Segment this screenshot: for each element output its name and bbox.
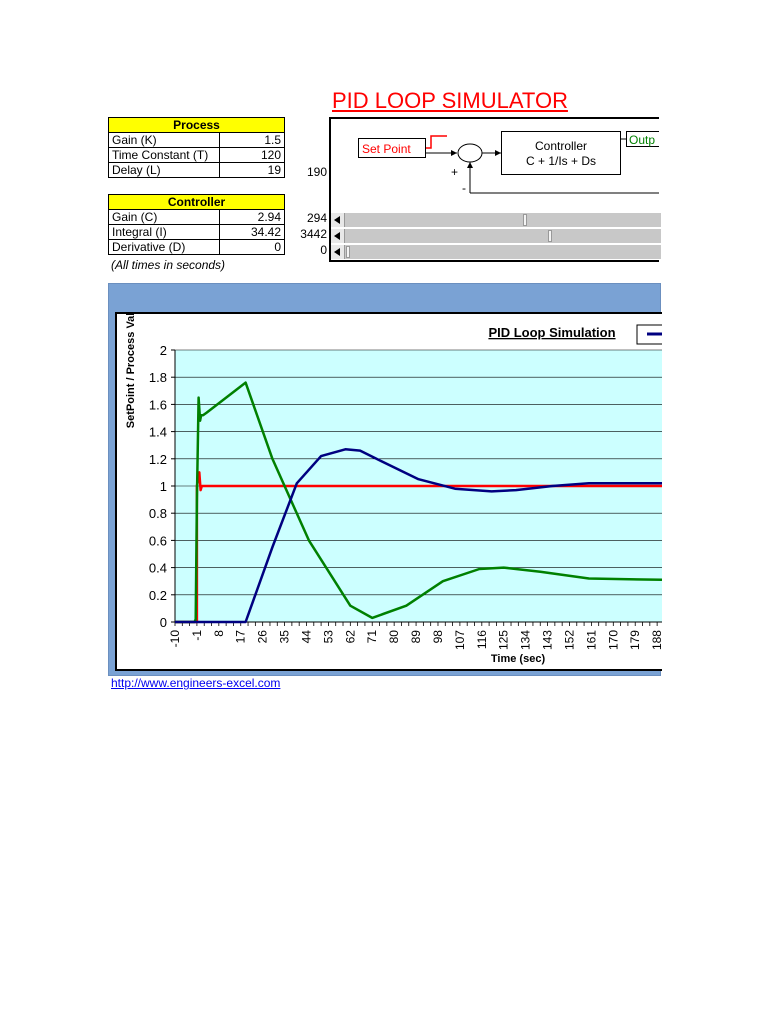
x-tick-label: 62	[343, 630, 357, 644]
x-tick-label: -10	[168, 630, 182, 648]
controller-gain-label: Gain (C)	[108, 209, 220, 225]
y-tick-label: 0.4	[149, 561, 167, 576]
process-table: Process Gain (K) 1.5 Time Constant (T) 1…	[108, 117, 285, 178]
diagram-lines	[426, 135, 659, 194]
x-tick-label: 98	[431, 630, 445, 644]
pid-chart: 0 0.2 0.4 0.6 0.8 1 1.2 1.4 1.6 1.8 2 -10 -1 8 17 26 35 4…	[125, 314, 662, 665]
scroll-left-arrow-icon[interactable]	[331, 245, 345, 259]
process-delay-value[interactable]: 19	[219, 162, 285, 178]
website-link[interactable]: http://www.engineers-excel.com	[111, 676, 281, 690]
slider-thumb[interactable]	[548, 230, 553, 242]
controller-block: Controller C + 1/Is + Ds	[501, 131, 621, 175]
y-tick-label: 1.8	[149, 370, 167, 385]
y-tick-label: 1	[160, 479, 167, 494]
controller-gain-value[interactable]: 2.94	[219, 209, 285, 225]
process-time-constant-label: Time Constant (T)	[108, 147, 220, 163]
controller-integral-value[interactable]: 34.42	[219, 224, 285, 240]
chart-area: 0 0.2 0.4 0.6 0.8 1 1.2 1.4 1.6 1.8 2 -10 -1 8 17 26 35 4…	[115, 312, 662, 671]
derivative-slider[interactable]	[331, 245, 661, 259]
x-axis-label: Time (sec)	[491, 653, 546, 665]
x-tick-label: 17	[234, 630, 248, 644]
x-tick-label: 44	[299, 630, 313, 644]
set-point-block: Set Point	[358, 138, 426, 158]
process-header: Process	[108, 117, 285, 133]
y-tick-label: 0.2	[149, 588, 167, 603]
x-tick-label: 125	[497, 630, 511, 650]
y-tick-label: 1.4	[149, 425, 167, 440]
units-note: (All times in seconds)	[111, 258, 226, 272]
chart-title: PID Loop Simulation	[488, 325, 615, 340]
x-tick-label: 8	[212, 630, 226, 637]
controller-integral-label: Integral (I)	[108, 224, 220, 240]
table-row: Integral (I) 34.42	[108, 224, 285, 240]
controller-block-label: Controller	[534, 139, 588, 153]
delay-cell-value: 190	[306, 165, 327, 179]
chart-frame: 0 0.2 0.4 0.6 0.8 1 1.2 1.4 1.6 1.8 2 -10 -1 8 17 26 35 4…	[108, 283, 662, 676]
x-tick-label: 116	[475, 630, 489, 649]
x-tick-label: 26	[256, 630, 270, 644]
integral-slider[interactable]	[331, 229, 661, 243]
y-tick-label: 0.8	[149, 506, 167, 521]
process-delay-label: Delay (L)	[108, 162, 220, 178]
y-tick-label: 1.6	[149, 397, 167, 412]
scroll-left-arrow-icon[interactable]	[331, 229, 345, 243]
table-row: Derivative (D) 0	[108, 239, 285, 255]
y-tick-label: 0	[160, 615, 167, 630]
x-tick-label: 170	[606, 630, 620, 650]
page-title: PID LOOP SIMULATOR	[332, 88, 568, 113]
controller-derivative-value[interactable]: 0	[219, 239, 285, 255]
x-tick-label: -1	[190, 630, 204, 641]
x-tick-label: 71	[365, 630, 379, 644]
process-time-constant-value[interactable]: 120	[219, 147, 285, 163]
x-tick-label: 107	[453, 630, 467, 650]
process-gain-value[interactable]: 1.5	[219, 132, 285, 148]
series-line	[175, 381, 662, 624]
controller-block-formula: C + 1/Is + Ds	[525, 154, 597, 168]
derivative-cell-value: 0	[320, 243, 327, 257]
process-gain-label: Gain (K)	[108, 132, 220, 148]
x-tick-label: 89	[409, 630, 423, 644]
slider-thumb[interactable]	[346, 246, 350, 258]
y-axis-label: SetPoint / Process Value	[125, 314, 137, 428]
table-row: Gain (C) 2.94	[108, 209, 285, 225]
output-block: Outp	[626, 131, 659, 147]
x-tick-label: 143	[541, 630, 555, 650]
controller-derivative-label: Derivative (D)	[108, 239, 220, 255]
x-tick-label: 134	[519, 630, 533, 650]
y-tick-label: 1.2	[149, 452, 167, 467]
y-tick-label: 2	[160, 343, 167, 358]
x-tick-label: 188	[650, 630, 662, 650]
gain-cell-value: 294	[306, 211, 327, 225]
slider-thumb[interactable]	[523, 214, 528, 226]
minus-sign: -	[462, 181, 466, 195]
gain-slider[interactable]	[331, 213, 661, 227]
scroll-left-arrow-icon[interactable]	[331, 213, 345, 227]
y-tick-label: 0.6	[149, 533, 167, 548]
table-row: Gain (K) 1.5	[108, 132, 285, 148]
controller-header: Controller	[108, 194, 285, 210]
x-tick-label: 152	[562, 630, 576, 650]
series-line	[175, 448, 662, 624]
x-tick-label: 53	[321, 630, 335, 644]
integral-cell-value: 3442	[300, 227, 327, 241]
plus-sign: +	[451, 165, 459, 179]
x-tick-label: 161	[584, 630, 598, 650]
x-tick-label: 179	[628, 630, 642, 650]
table-row: Delay (L) 19	[108, 162, 285, 178]
controller-table: Controller Gain (C) 2.94 Integral (I) 34…	[108, 194, 285, 255]
x-tick-label: 35	[278, 630, 292, 644]
table-row: Time Constant (T) 120	[108, 147, 285, 163]
x-tick-label: 80	[387, 630, 401, 644]
